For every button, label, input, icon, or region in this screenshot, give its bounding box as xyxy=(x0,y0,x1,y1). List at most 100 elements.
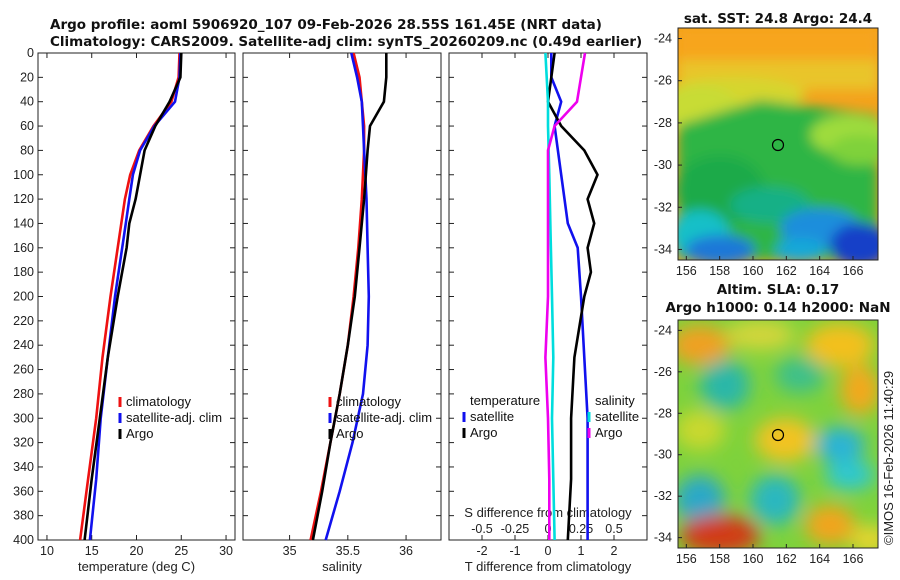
legend-heading: salinity xyxy=(595,393,635,408)
series-climatology xyxy=(78,52,181,541)
y-tick-label: 380 xyxy=(13,509,34,523)
legend-label: climatology xyxy=(126,394,192,409)
y-tick-label: 240 xyxy=(13,338,34,352)
y-tick-label: 40 xyxy=(20,95,34,109)
plot-frame xyxy=(37,52,236,541)
y-tick-label: 260 xyxy=(13,363,34,377)
map-x-tick-label: 166 xyxy=(843,552,864,566)
y-tick-label: 80 xyxy=(20,143,34,157)
legend-label: satellite xyxy=(470,409,514,424)
sla-map-title: Altim. SLA: 0.17 xyxy=(717,282,839,298)
sla-map-frame xyxy=(677,319,879,549)
map-x-tick-label: 156 xyxy=(676,264,697,278)
sst-map-title: sat. SST: 24.8 Argo: 24.4 xyxy=(684,11,872,27)
x-tick-label: 0 xyxy=(545,544,552,558)
series-satellite-adj-clim xyxy=(324,52,371,541)
map-y-tick-label: -26 xyxy=(654,365,672,379)
legend-label: Argo xyxy=(336,426,363,441)
legend-label: Argo xyxy=(126,426,153,441)
map-y-tick-label: -34 xyxy=(654,242,672,256)
y-tick-label: 200 xyxy=(13,290,34,304)
series-argo xyxy=(311,53,388,541)
title-line-2: Climatology: CARS2009. Satellite-adj cli… xyxy=(50,34,642,50)
map-y-tick-label: -24 xyxy=(654,323,672,337)
map-y-tick-label: -30 xyxy=(654,158,672,172)
x-tick-label: -2 xyxy=(476,544,487,558)
series-temperature-satellite xyxy=(549,53,589,540)
map-y-tick-label: -24 xyxy=(654,32,672,46)
map-y-tick-label: -30 xyxy=(654,448,672,462)
map-x-tick-label: 158 xyxy=(709,552,730,566)
title-line-1: Argo profile: aoml 5906920_107 09-Feb-20… xyxy=(50,17,602,33)
x-tick-label: 2 xyxy=(611,544,618,558)
y-tick-label: 140 xyxy=(13,216,34,230)
y-tick-label: 100 xyxy=(13,168,34,182)
x-axis-label: salinity xyxy=(322,559,362,574)
x-tick-label: 35 xyxy=(283,544,297,558)
x2-tick-label: 0.25 xyxy=(569,522,593,536)
legend-label: Argo xyxy=(595,425,622,440)
x-tick-label: 20 xyxy=(130,544,144,558)
temperature-panel: 0 20 40 60 80 100 120 140 160 180 200 220 240 260 280 3… xyxy=(13,46,236,574)
x2-tick-label: -0.5 xyxy=(471,522,493,536)
map-x-tick-label: 158 xyxy=(709,264,730,278)
map-y-tick-label: -34 xyxy=(654,531,672,545)
legend-label: Argo xyxy=(470,425,497,440)
y-tick-label: 360 xyxy=(13,484,34,498)
y-tick-label: 320 xyxy=(13,436,34,450)
y-tick-label: 180 xyxy=(13,265,34,279)
legend-heading: temperature xyxy=(470,393,540,408)
map-y-tick-label: -28 xyxy=(654,406,672,420)
x2-tick-label: 0.5 xyxy=(605,522,622,536)
sst-field xyxy=(678,28,878,260)
sst-map-frame xyxy=(677,27,879,261)
map-x-tick-label: 162 xyxy=(776,552,797,566)
map-x-tick-label: 160 xyxy=(743,552,764,566)
x-axis-label: T difference from climatology xyxy=(465,559,632,574)
sla-float-marker xyxy=(771,428,785,442)
y-tick-label: 220 xyxy=(13,314,34,328)
x-tick-label: 36 xyxy=(399,544,413,558)
x-tick-label: 25 xyxy=(174,544,188,558)
sst-map-panel: sat. SST: 24.8 Argo: 24.4 156 xyxy=(654,11,879,278)
y-tick-label: 120 xyxy=(13,192,34,206)
x-tick-label: 10 xyxy=(40,544,54,558)
x-tick-label: -1 xyxy=(509,544,520,558)
legend-label: satellite-adj. clim xyxy=(336,410,432,425)
x-tick-label: 30 xyxy=(219,544,233,558)
sla-field xyxy=(678,320,878,548)
plot-frame xyxy=(242,52,442,541)
x-tick-label: 35.5 xyxy=(336,544,360,558)
map-x-tick-label: 164 xyxy=(809,552,830,566)
x-axis-label: temperature (deg C) xyxy=(78,559,195,574)
series-salinity-satellite xyxy=(544,52,556,541)
y-tick-label: 340 xyxy=(13,460,34,474)
series-temperature-argo xyxy=(546,52,599,541)
sla-map-panel: Altim. SLA: 0.17 Argo h1000: 0.14 h2000:… xyxy=(654,282,891,566)
y-tick-label: 60 xyxy=(20,119,34,133)
y-tick-label: 20 xyxy=(20,70,34,84)
map-y-tick-label: -26 xyxy=(654,74,672,88)
map-x-tick-label: 162 xyxy=(776,264,797,278)
legend-label: satellite-adj. clim xyxy=(126,410,222,425)
y-tick-label: 280 xyxy=(13,387,34,401)
series-satellite-adj-clim xyxy=(88,52,182,541)
legend-label: satellite xyxy=(595,409,639,424)
sla-map-subtitle: Argo h1000: 0.14 h2000: NaN xyxy=(665,300,890,316)
x2-tick-label: -0.25 xyxy=(501,522,530,536)
y-tick-label: 0 xyxy=(27,46,34,60)
series-argo xyxy=(83,52,183,541)
y-tick-label: 300 xyxy=(13,411,34,425)
salinity-panel: 35 35.5 36 salinity climatologysatellite-adj… xyxy=(242,52,442,574)
map-y-tick-label: -32 xyxy=(654,489,672,503)
map-x-tick-label: 160 xyxy=(743,264,764,278)
x-tick-label: 1 xyxy=(578,544,585,558)
legend-label: climatology xyxy=(336,394,402,409)
y-tick-label: 400 xyxy=(13,533,34,547)
map-x-tick-label: 156 xyxy=(676,552,697,566)
sst-float-marker xyxy=(771,138,785,152)
map-y-tick-label: -28 xyxy=(654,116,672,130)
map-x-tick-label: 166 xyxy=(843,264,864,278)
